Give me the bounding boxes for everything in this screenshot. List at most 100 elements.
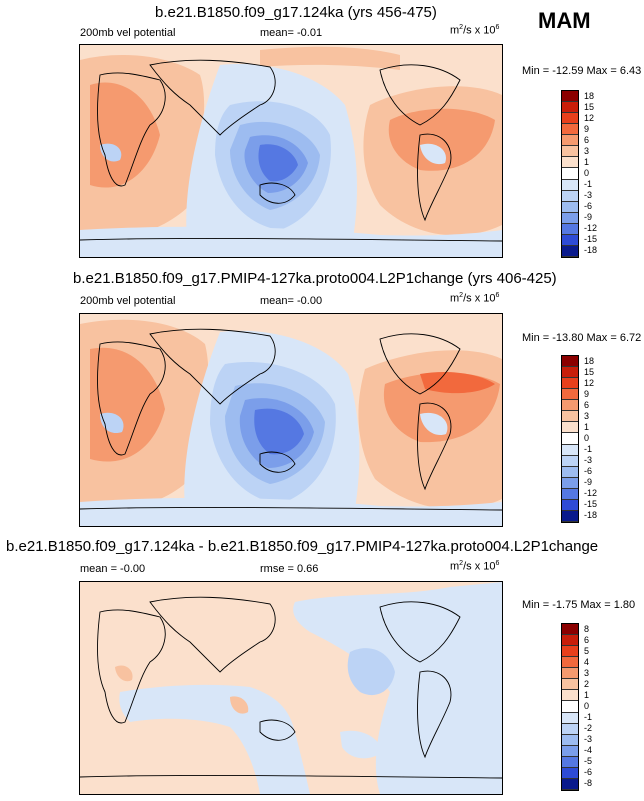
colorbar-segment — [562, 756, 578, 768]
colorbar-tick-label: 8 — [584, 623, 590, 634]
colorbar-segment — [562, 723, 578, 735]
colorbar-segment — [562, 646, 578, 658]
colorbar-tick-label: 3 — [584, 145, 590, 156]
colorbar-tick-label: -9 — [584, 477, 593, 488]
colorbar-segment — [562, 411, 578, 423]
colorbar-tick-label: -6 — [584, 466, 593, 477]
panel2-colorbar-ticks: 18 15 12 9 6 3 1 0 -1 -3 -6 -9 -12 -15 -18 — [584, 355, 624, 523]
colorbar-segment — [562, 124, 578, 136]
panel3-map — [79, 581, 503, 795]
panel1-variable-label: 200mb vel potential — [80, 27, 176, 39]
colorbar-tick-label: 6 — [584, 134, 590, 145]
colorbar-segment — [562, 657, 578, 669]
colorbar-segment — [562, 734, 578, 746]
colorbar-tick-label: -15 — [584, 499, 598, 510]
colorbar-segment — [562, 179, 578, 191]
colorbar-tick-label: 12 — [584, 112, 595, 123]
colorbar-segment — [562, 400, 578, 412]
colorbar-segment — [562, 701, 578, 713]
colorbar-segment — [562, 245, 578, 257]
colorbar-segment — [562, 510, 578, 522]
colorbar-segment — [562, 690, 578, 702]
colorbar-segment — [562, 367, 578, 379]
colorbar-tick-label: 15 — [584, 101, 595, 112]
panel1-colorbar-ticks: 18 15 12 9 6 3 1 0 -1 -3 -6 -9 -12 -15 -18 — [584, 90, 624, 258]
colorbar-segment — [562, 499, 578, 511]
panel1-units-label: m2/s x 106 — [450, 24, 500, 37]
panel2-units-label: m2/s x 106 — [450, 292, 500, 305]
colorbar-tick-label: -8 — [584, 778, 593, 789]
panel1-title: b.e21.B1850.f09_g17.124ka (yrs 456-475) — [155, 4, 437, 21]
colorbar-tick-label: 3 — [584, 410, 590, 421]
panel3-colorbar — [561, 623, 579, 791]
colorbar-tick-label: 0 — [584, 433, 590, 443]
colorbar-segment — [562, 102, 578, 114]
colorbar-tick-label: -2 — [584, 723, 593, 734]
colorbar-segment — [562, 190, 578, 202]
panel3-title: b.e21.B1850.f09_g17.124ka - b.e21.B1850.… — [6, 538, 599, 555]
panel1-minmax: Min = -12.59 Max = 6.43 — [522, 65, 642, 77]
colorbar-segment — [562, 488, 578, 500]
colorbar-segment — [562, 223, 578, 235]
colorbar-tick-label: 9 — [584, 123, 590, 134]
colorbar-tick-label: -6 — [584, 201, 593, 212]
panel3-field — [80, 582, 502, 794]
colorbar-segment — [562, 745, 578, 757]
colorbar-segment — [562, 767, 578, 779]
panel1-map — [79, 44, 503, 258]
colorbar-tick-label: -1 — [584, 712, 593, 723]
colorbar-segment — [562, 778, 578, 790]
panel2-mean-label: mean= -0.00 — [260, 295, 323, 307]
colorbar-segment — [562, 146, 578, 158]
colorbar-tick-label: -15 — [584, 234, 598, 245]
panel2-colorbar — [561, 355, 579, 523]
colorbar-tick-label: 1 — [584, 421, 590, 432]
colorbar-segment — [562, 422, 578, 434]
colorbar-segment — [562, 389, 578, 401]
colorbar-tick-label: -12 — [584, 223, 598, 234]
colorbar-segment — [562, 635, 578, 647]
colorbar-segment — [562, 712, 578, 724]
colorbar-segment — [562, 201, 578, 213]
colorbar-segment — [562, 378, 578, 390]
colorbar-tick-label: -5 — [584, 756, 593, 767]
colorbar-segment — [562, 444, 578, 456]
panel3-mean-label: mean = -0.00 — [80, 563, 146, 575]
panel2-field — [80, 314, 502, 526]
panel2-title: b.e21.B1850.f09_g17.PMIP4-127ka.proto004… — [73, 270, 557, 287]
colorbar-tick-label: 9 — [584, 388, 590, 399]
colorbar-tick-label: -4 — [584, 745, 593, 756]
colorbar-tick-label: -1 — [584, 444, 593, 455]
colorbar-tick-label: -3 — [584, 455, 593, 466]
colorbar-segment — [562, 212, 578, 224]
panel2-variable-label: 200mb vel potential — [80, 295, 176, 307]
colorbar-segment — [562, 91, 578, 103]
colorbar-tick-label: -6 — [584, 767, 593, 778]
colorbar-segment — [562, 113, 578, 125]
colorbar-segment — [562, 356, 578, 368]
colorbar-tick-label: -3 — [584, 734, 593, 745]
season-label: MAM — [538, 8, 591, 33]
colorbar-segment — [562, 624, 578, 636]
colorbar-segment — [562, 135, 578, 147]
colorbar-tick-label: 3 — [584, 667, 590, 678]
panel1-colorbar — [561, 90, 579, 258]
panel3-colorbar-ticks: 8 6 5 4 3 2 1 0 -1 -2 -3 -4 -5 -6 -8 — [584, 623, 624, 791]
colorbar-tick-label: 5 — [584, 645, 590, 656]
colorbar-segment — [562, 466, 578, 478]
colorbar-tick-label: -18 — [584, 245, 598, 256]
colorbar-tick-label: 12 — [584, 377, 595, 388]
colorbar-tick-label: -1 — [584, 179, 593, 190]
colorbar-tick-label: 6 — [584, 634, 590, 645]
colorbar-tick-label: 1 — [584, 689, 590, 700]
panel2-map — [79, 313, 503, 527]
colorbar-tick-label: 18 — [584, 90, 595, 101]
colorbar-tick-label: 6 — [584, 399, 590, 410]
colorbar-tick-label: 2 — [584, 678, 590, 689]
colorbar-tick-label: 1 — [584, 156, 590, 167]
panel3-units-label: m2/s x 106 — [450, 560, 500, 573]
panel1-mean-label: mean= -0.01 — [260, 27, 323, 39]
colorbar-tick-label: -18 — [584, 510, 598, 521]
colorbar-tick-label: 0 — [584, 168, 590, 178]
colorbar-tick-label: 4 — [584, 656, 590, 667]
